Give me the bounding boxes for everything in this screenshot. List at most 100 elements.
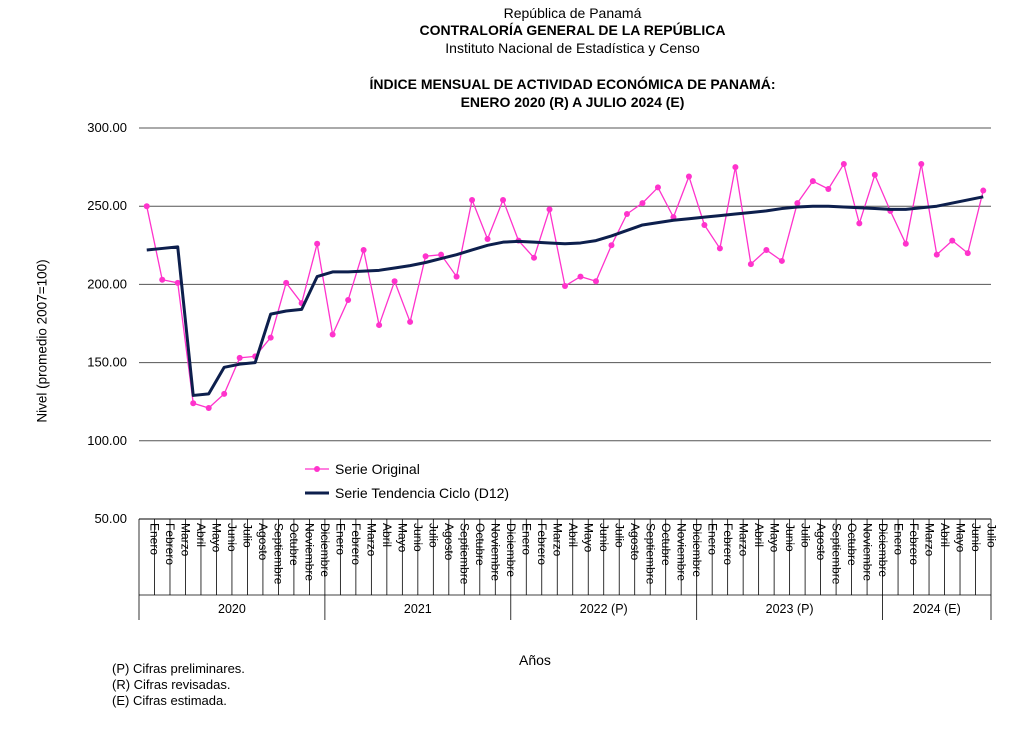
series-original-point xyxy=(639,200,646,207)
y-tick-label: 150.00 xyxy=(87,355,127,370)
series-original-point xyxy=(453,273,460,280)
month-label: Julio xyxy=(612,523,626,548)
chart-title: ÍNDICE MENSUAL DE ACTIVIDAD ECONÓMICA DE… xyxy=(369,76,776,92)
series-trend-line xyxy=(146,195,984,397)
series-original-point xyxy=(360,246,367,253)
series-original-point xyxy=(778,257,785,264)
y-tick-label: 200.00 xyxy=(87,276,127,291)
month-label: Enero xyxy=(705,523,719,555)
month-label: Agosto xyxy=(628,523,642,561)
series-original-point xyxy=(685,173,692,180)
series-original-point xyxy=(205,404,212,411)
y-tick-label: 300.00 xyxy=(87,120,127,135)
series-original-point xyxy=(825,185,832,192)
series-original-point xyxy=(562,282,568,289)
month-label: Agosto xyxy=(442,523,456,561)
month-label: Octubre xyxy=(845,523,859,566)
year-label: 2021 xyxy=(404,602,432,616)
header-institute: Instituto Nacional de Estadística y Cens… xyxy=(445,40,700,56)
series-original-point xyxy=(809,178,816,185)
month-label: Octubre xyxy=(659,523,673,566)
month-label: Abril xyxy=(380,523,394,547)
series-original-point xyxy=(871,171,878,178)
series-original-point xyxy=(918,160,925,167)
series-original-point xyxy=(654,184,661,191)
month-label: Marzo xyxy=(551,523,565,557)
legend-trend-label: Serie Tendencia Ciclo (D12) xyxy=(335,485,509,501)
month-label: Febrero xyxy=(721,523,735,565)
series-original-point xyxy=(267,334,274,341)
series-original-point xyxy=(345,297,352,304)
series-original-point xyxy=(143,203,150,210)
header-contraloria: CONTRALORÍA GENERAL DE LA REPÚBLICA xyxy=(419,22,726,38)
series-original-point xyxy=(747,261,754,268)
series-original-point xyxy=(283,279,290,286)
month-label: Julio xyxy=(984,523,998,548)
series-original-point xyxy=(840,160,847,167)
year-label: 2020 xyxy=(218,602,246,616)
month-label: Diciembre xyxy=(504,523,518,577)
series-original-point xyxy=(592,278,599,285)
footnote-preliminary: (P) Cifras preliminares. xyxy=(112,661,245,676)
series-original-point xyxy=(933,251,940,258)
series-original-point xyxy=(221,390,228,397)
series-original-point xyxy=(469,196,476,203)
series-original-point xyxy=(484,236,491,243)
month-label: Noviembre xyxy=(860,523,874,581)
series-original-point xyxy=(314,240,321,247)
month-label: Octubre xyxy=(473,523,487,566)
month-label: Noviembre xyxy=(303,523,317,581)
month-label: Julio xyxy=(798,523,812,548)
month-label: Abril xyxy=(194,523,208,547)
series-original-point xyxy=(732,164,739,171)
month-label: Enero xyxy=(520,523,534,555)
month-label: Junio xyxy=(225,523,239,552)
legend: Serie Original Serie Tendencia Ciclo (D12… xyxy=(305,461,509,501)
series-original-point xyxy=(608,242,615,249)
month-label: Febrero xyxy=(163,523,177,565)
series-original-point xyxy=(329,331,336,338)
series-original-point xyxy=(159,276,166,283)
month-label: Abril xyxy=(566,523,580,547)
month-label: Septiembre xyxy=(272,523,286,585)
series-original-point xyxy=(376,322,383,329)
month-label: Agosto xyxy=(256,523,270,561)
footnote-estimated: (E) Cifras estimada. xyxy=(112,693,227,708)
month-label: Enero xyxy=(334,523,348,555)
series-original-point xyxy=(438,251,445,258)
series-original-point xyxy=(577,273,584,280)
series-original-point xyxy=(964,250,971,257)
series-original-point xyxy=(422,253,429,260)
month-label: Julio xyxy=(427,523,441,548)
series-original-point xyxy=(391,278,398,285)
year-label: 2024 (E) xyxy=(913,602,961,616)
month-label: Mayo xyxy=(581,523,595,553)
series-original-point xyxy=(531,254,538,261)
year-label: 2022 (P) xyxy=(580,602,628,616)
legend-original-label: Serie Original xyxy=(335,461,420,477)
month-label: Febrero xyxy=(907,523,921,565)
grid xyxy=(139,127,991,442)
month-label: Abril xyxy=(938,523,952,547)
series-original-point xyxy=(949,237,956,244)
series-original-point xyxy=(980,187,987,194)
month-label: Noviembre xyxy=(489,523,503,581)
month-label: Mayo xyxy=(396,523,410,553)
month-label: Diciembre xyxy=(690,523,704,577)
y-axis-title: Nivel (promedio 2007=100) xyxy=(34,259,50,423)
series-original-point xyxy=(623,211,630,218)
header-republic: República de Panamá xyxy=(503,5,642,21)
series-original-point xyxy=(763,246,770,253)
month-label: Noviembre xyxy=(674,523,688,581)
footnote-revised: (R) Cifras revisadas. xyxy=(112,677,231,692)
series-original-point xyxy=(174,279,181,286)
month-label: Junio xyxy=(411,523,425,552)
month-label: Septiembre xyxy=(458,523,472,585)
series-original-point xyxy=(546,206,553,213)
month-label: Julio xyxy=(241,523,255,548)
series-original-point xyxy=(902,240,909,247)
month-label: Mayo xyxy=(210,523,224,553)
series-original-point xyxy=(236,354,243,361)
month-label: Agosto xyxy=(814,523,828,561)
